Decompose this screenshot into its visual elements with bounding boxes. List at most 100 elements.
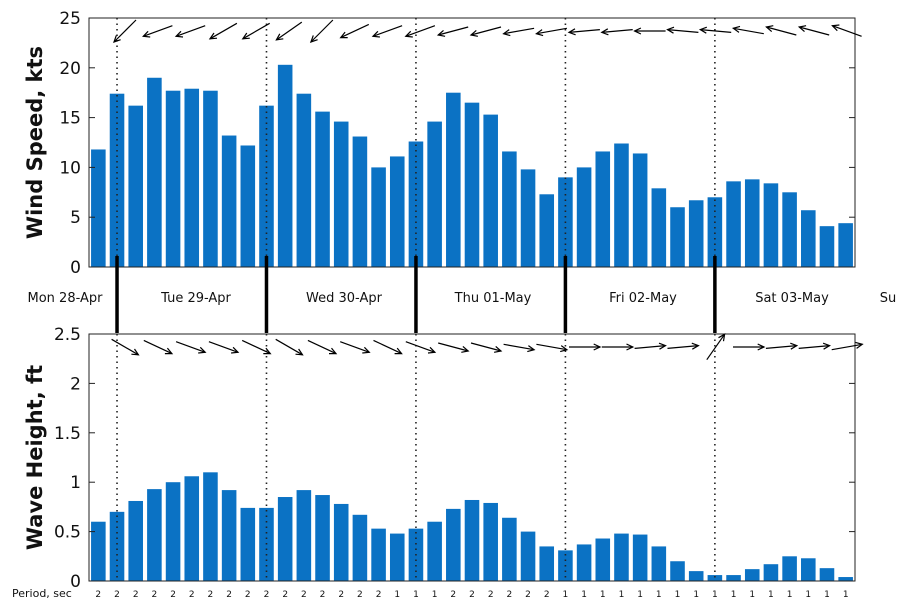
arrow-shaft <box>667 345 699 349</box>
period-value: 1 <box>637 590 643 600</box>
direction-arrow <box>373 339 403 355</box>
bar <box>576 544 592 581</box>
arrow-shaft <box>339 341 370 353</box>
bar <box>801 210 816 267</box>
arrow-head <box>309 35 318 43</box>
bar <box>614 143 629 267</box>
direction-arrow <box>175 341 207 354</box>
direction-arrow <box>438 342 470 353</box>
bar <box>651 188 667 267</box>
period-value: 2 <box>469 590 475 600</box>
arrow-head <box>731 25 741 33</box>
arrow-head <box>198 346 207 354</box>
arrow-shaft <box>831 343 863 351</box>
arrow-head <box>371 30 380 38</box>
arrow-shaft <box>175 25 206 37</box>
arrow-head <box>164 347 174 355</box>
period-row: Period, sec 2 2 2 2 2 2 2 2 2 2 2 2 2 2 2 2 1 1 1 2 2 2 2 2 2 1 1 1 1… <box>12 587 849 600</box>
arrow-shaft <box>111 338 139 356</box>
bar <box>315 111 330 268</box>
arrow-head <box>339 31 348 39</box>
bar <box>296 490 312 581</box>
period-value: 1 <box>843 590 849 600</box>
bar <box>707 197 723 267</box>
period-value: 1 <box>413 590 419 600</box>
arrow-head <box>797 25 807 33</box>
period-title: Period, sec <box>12 587 72 600</box>
bar <box>819 226 835 267</box>
arrow-shaft <box>143 25 173 37</box>
period-value: 2 <box>170 590 176 600</box>
direction-arrow <box>503 343 536 353</box>
bar <box>726 181 741 267</box>
arrow-head <box>502 29 511 37</box>
y-axis-title: Wave Height, ft <box>23 365 47 550</box>
bar <box>520 169 536 267</box>
arrow-shaft <box>208 341 239 353</box>
arrow-head <box>691 342 700 350</box>
arrow-head <box>404 30 413 38</box>
direction-arrow <box>733 343 766 351</box>
arrow-head <box>567 28 576 36</box>
arrow-shaft <box>209 22 238 40</box>
arrow-head <box>241 32 250 40</box>
arrow-shaft <box>700 29 732 33</box>
arrow-head <box>131 348 140 356</box>
bar <box>408 141 424 267</box>
direction-arrow <box>307 339 338 355</box>
period-value: 1 <box>394 590 400 600</box>
arrow-head <box>394 347 403 355</box>
y-tick-label: 0.5 <box>54 523 81 543</box>
period-value: 1 <box>619 590 625 600</box>
direction-arrow <box>536 343 569 353</box>
bar <box>91 149 106 267</box>
bar <box>520 531 536 581</box>
y-tick-label: 2 <box>70 374 81 394</box>
period-value: 1 <box>805 590 811 600</box>
period-value: 1 <box>824 590 830 600</box>
wind-speed-panel: 0 5 10 15 20 25 Wind Speed, kts <box>23 9 862 278</box>
bar <box>147 489 162 581</box>
bar <box>782 556 797 581</box>
bar <box>782 192 797 267</box>
arrow-shaft <box>470 26 502 36</box>
period-value: 1 <box>581 590 587 600</box>
bar <box>502 517 517 581</box>
arrow-head <box>718 333 726 342</box>
period-value: 2 <box>544 590 550 600</box>
bar <box>688 200 704 267</box>
bar <box>632 153 648 267</box>
bar <box>277 497 293 581</box>
y-tick-label: 10 <box>59 158 81 178</box>
direction-arrow <box>275 338 304 356</box>
period-value: 1 <box>563 590 569 600</box>
arrow-shaft <box>143 339 173 355</box>
arrow-shaft <box>536 343 568 351</box>
bar <box>221 135 237 267</box>
arrow-head <box>362 346 371 354</box>
bar <box>464 499 480 581</box>
bar <box>744 569 760 581</box>
period-value: 2 <box>189 590 195 600</box>
direction-arrow <box>174 25 206 38</box>
arrow-shaft <box>568 29 600 33</box>
bar <box>446 92 461 267</box>
arrow-shaft <box>242 22 270 40</box>
direction-arrow <box>339 341 371 354</box>
y-tick-label: 1 <box>70 473 81 493</box>
bar <box>763 183 779 267</box>
direction-arrow <box>241 22 270 40</box>
bar <box>651 546 667 581</box>
period-value: 1 <box>656 590 662 600</box>
bar <box>296 93 312 267</box>
bar <box>240 145 256 267</box>
arrow-head <box>790 342 799 350</box>
direction-arrow <box>371 25 403 38</box>
period-value: 1 <box>787 590 793 600</box>
period-value: 2 <box>264 590 270 600</box>
bar <box>352 136 368 267</box>
y-axis-title: Wind Speed, kts <box>23 46 47 239</box>
arrow-head <box>329 347 338 355</box>
period-value: 1 <box>768 590 774 600</box>
